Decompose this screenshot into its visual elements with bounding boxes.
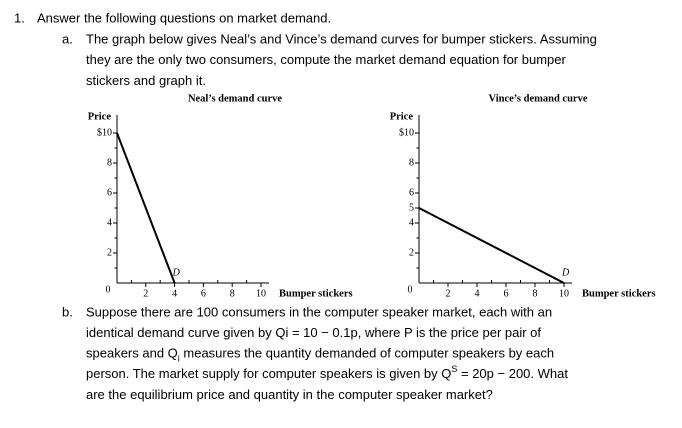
x-tick-label: 2 — [446, 288, 451, 299]
text-run: = 20p − 200. What — [457, 367, 568, 382]
curve-label: D — [172, 267, 181, 278]
y-tick-label: 6 — [107, 187, 112, 198]
text-run: person. The market supply for computer s… — [86, 367, 451, 382]
y-tick-label: 6 — [409, 187, 414, 198]
x-tick-label: 2 — [143, 288, 148, 299]
text-line: The graph below gives Neal’s and Vince’s… — [86, 31, 597, 46]
superscript: S — [451, 364, 457, 374]
part-label: b. — [62, 304, 73, 319]
x-tick-label: 4 — [475, 288, 480, 299]
demand-line — [418, 207, 565, 284]
y-axis-label: Price — [88, 111, 112, 122]
y-tick-label: 4 — [409, 217, 414, 228]
y-tick-label: 5 — [409, 202, 414, 213]
curve-label: D — [561, 267, 570, 278]
text-line: they are the only two consumers, compute… — [86, 52, 566, 67]
y-tick-label: 2 — [409, 247, 414, 258]
y-tick-label: 8 — [409, 157, 414, 168]
subscript: i — [178, 354, 180, 364]
x-axis-label: Bumper stickers — [582, 288, 656, 299]
y-tick-label: $10 — [399, 127, 414, 138]
text-run: measures the quantity demanded of comput… — [180, 346, 554, 361]
text-run: speakers and Q — [86, 346, 178, 361]
x-tick-label: 6 — [201, 288, 206, 299]
y-tick-label: $10 — [97, 127, 112, 138]
text-line: speakers and Qi measures the quantity de… — [86, 346, 554, 364]
chart-title: Vince’s demand curve — [489, 93, 588, 104]
x-tick-label: 10 — [256, 288, 266, 299]
text-line: person. The market supply for computer s… — [86, 364, 568, 381]
question: Answer the following questions on market… — [37, 10, 331, 25]
text-line: are the equilibrium price and quantity i… — [86, 387, 493, 402]
x-tick-label: 8 — [533, 288, 538, 299]
y-tick-label: 4 — [107, 217, 112, 228]
y-axis-label: Price — [390, 111, 414, 122]
demand-line — [116, 132, 176, 284]
x-tick-label: 4 — [172, 288, 177, 299]
x-tick-label: 6 — [504, 288, 509, 299]
y-tick-label: 8 — [107, 157, 112, 168]
x-tick-label: 0 — [106, 284, 111, 295]
part-label: a. — [62, 31, 73, 46]
item-number: 1. — [14, 10, 25, 25]
x-tick-label: 10 — [559, 288, 569, 299]
x-tick-label: 8 — [230, 288, 235, 299]
text-line: Suppose there are 100 consumers in the c… — [86, 304, 552, 319]
x-tick-label: 0 — [408, 284, 413, 295]
text-line: identical demand curve given by Qi = 10 … — [86, 325, 541, 340]
chart-title: Neal’s demand curve — [188, 93, 282, 104]
y-tick-label: 2 — [107, 247, 112, 258]
text-line: stickers and graph it. — [86, 73, 206, 88]
x-axis-label: Bumper stickers — [279, 288, 353, 299]
